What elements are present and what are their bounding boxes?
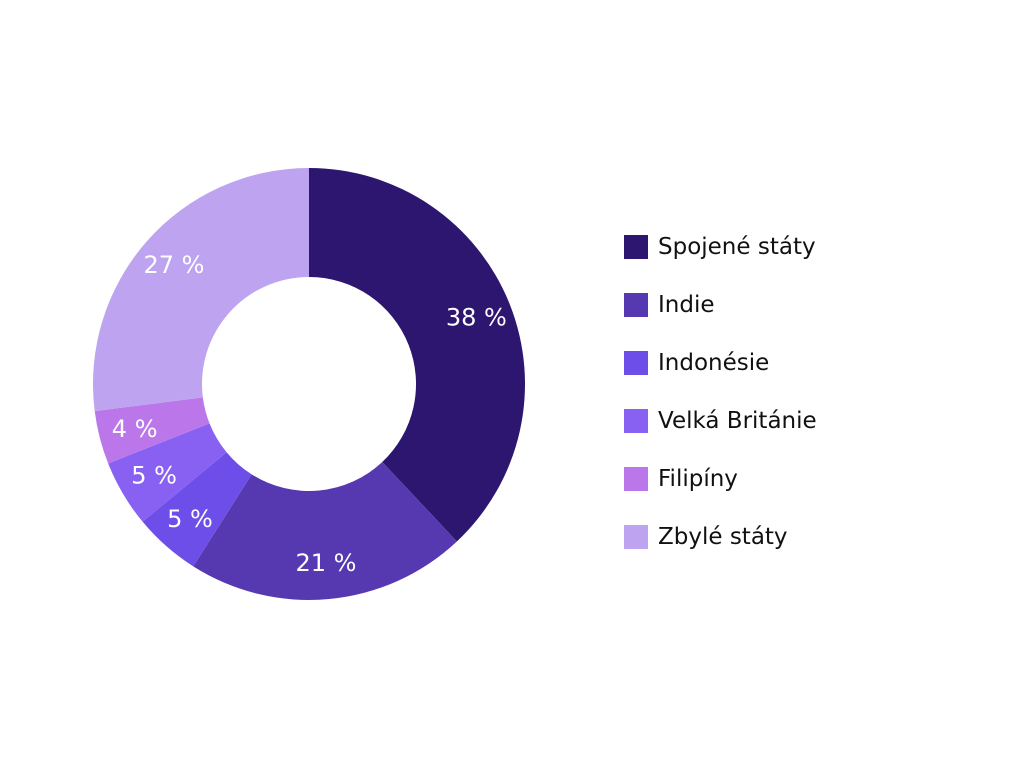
legend-item-zbyle-staty: Zbylé státy (624, 508, 1004, 566)
donut-slice-6 (92, 168, 309, 412)
legend-swatch (624, 293, 648, 317)
legend-label: Indonésie (658, 350, 770, 376)
slice-value-label-1: 38 % (446, 304, 507, 332)
legend-label: Zbylé státy (658, 524, 788, 550)
legend-label: Indie (658, 292, 715, 318)
donut-slices (92, 168, 525, 600)
legend-swatch (624, 235, 648, 259)
donut-slice-2 (193, 461, 457, 600)
legend-item-indie: Indie (624, 276, 1004, 334)
legend-swatch (624, 351, 648, 375)
legend-item-indonesie: Indonésie (624, 334, 1004, 392)
legend-item-spojene-staty: Spojené státy (624, 218, 1004, 276)
legend-item-velka-britanie: Velká Británie (624, 392, 1004, 450)
donut-slice-5 (94, 397, 210, 464)
slice-value-label-6: 27 % (143, 251, 204, 279)
legend-label: Spojené státy (658, 234, 816, 260)
slice-value-label-4: 5 % (131, 462, 177, 490)
slice-value-label-5: 4 % (112, 415, 158, 443)
legend: Spojené státy Indie Indonésie Velká Brit… (624, 218, 1004, 566)
legend-swatch (624, 467, 648, 491)
donut-slice-4 (108, 423, 227, 522)
slice-value-label-3: 5 % (167, 505, 213, 533)
donut-slice-labels: 38 % 21 % 5 % 5 % 4 % 27 % (112, 251, 507, 577)
legend-swatch (624, 409, 648, 433)
legend-label: Filipíny (658, 466, 738, 492)
donut-slice-3 (142, 452, 252, 567)
legend-swatch (624, 525, 648, 549)
slice-value-label-2: 21 % (295, 549, 356, 577)
legend-label: Velká Británie (658, 408, 817, 434)
donut-slice-1 (309, 168, 525, 542)
legend-item-filipiny: Filipíny (624, 450, 1004, 508)
